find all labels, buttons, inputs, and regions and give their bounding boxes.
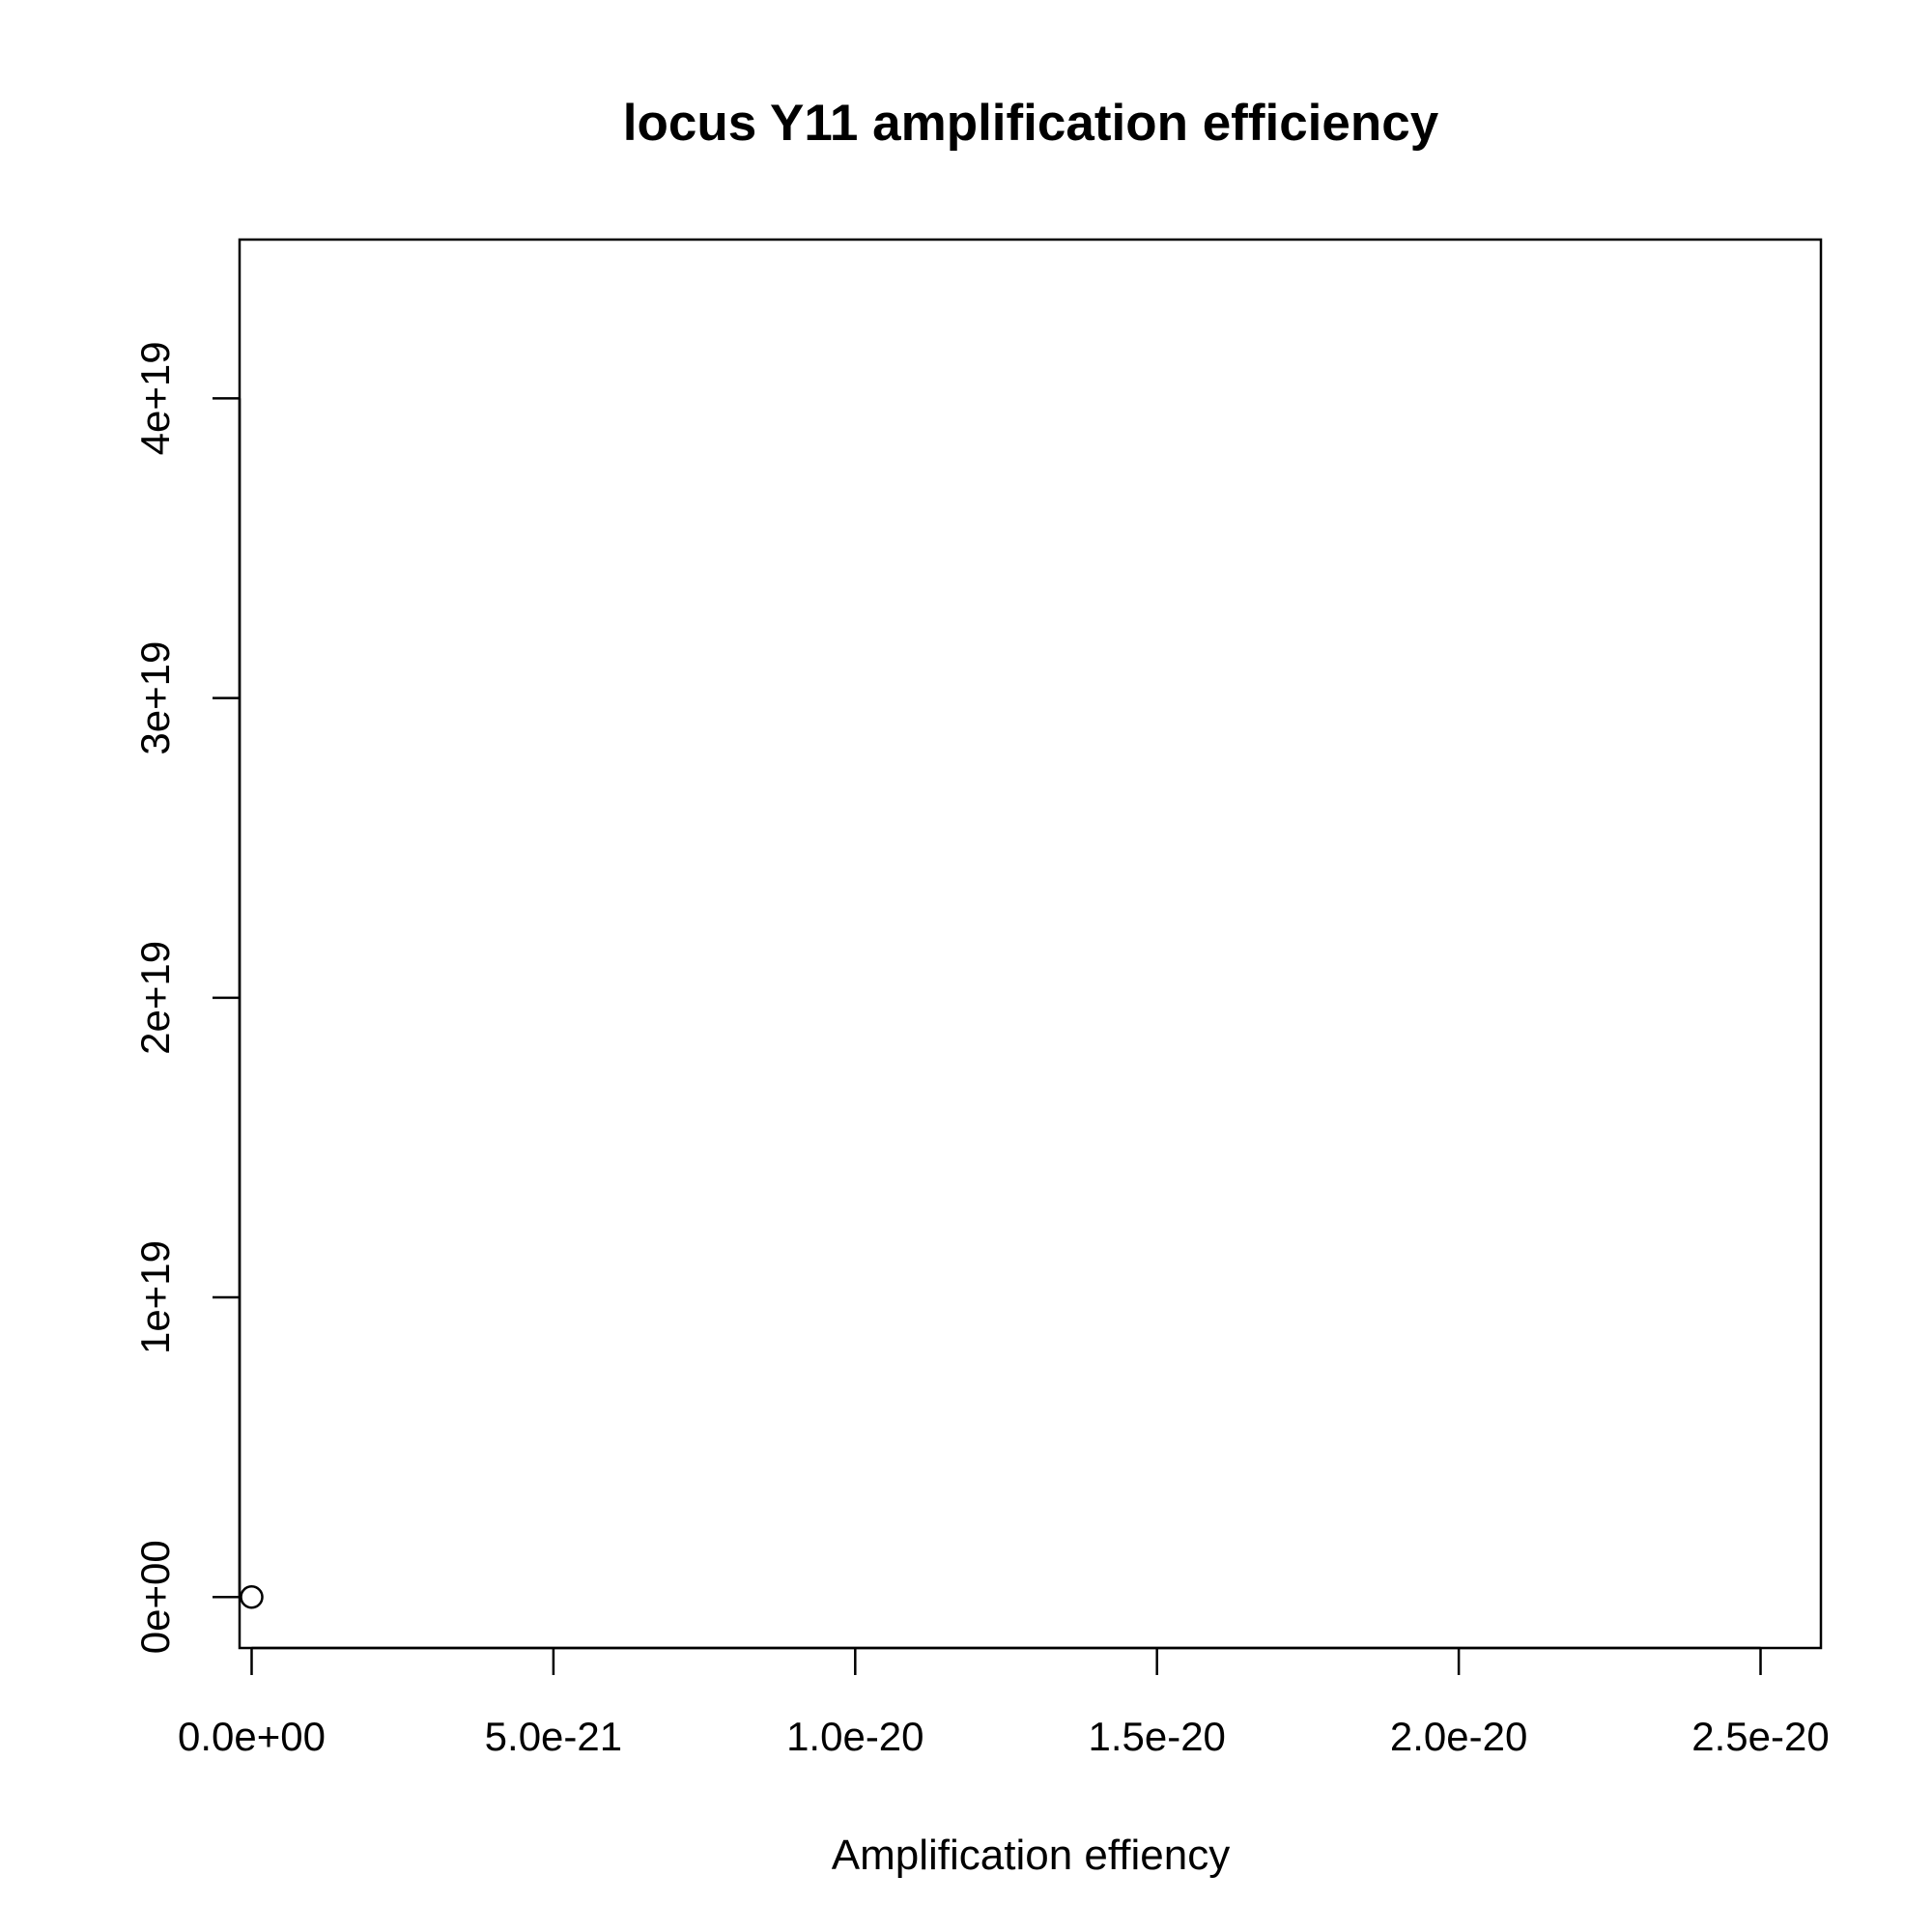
data-point bbox=[240, 1585, 264, 1609]
y-tick-label: 4e+19 bbox=[132, 341, 178, 455]
x-tick-label: 2.5e-20 bbox=[1691, 1714, 1829, 1759]
chart-title: locus Y11 amplification efficiency bbox=[623, 95, 1439, 152]
y-tick-label: 1e+19 bbox=[132, 1240, 178, 1354]
x-tick-label: 0.0e+00 bbox=[178, 1714, 326, 1759]
x-tick-label: 5.0e-21 bbox=[485, 1714, 622, 1759]
y-tick-label: 0e+00 bbox=[132, 1540, 178, 1654]
y-axis: 0e+00 1e+19 2e+19 3e+19 4e+19 bbox=[132, 341, 242, 1654]
x-axis-title: Amplification effiency bbox=[832, 1832, 1231, 1879]
plot-frame bbox=[238, 238, 1823, 1650]
x-axis: 0.0e+00 5.0e-21 1.0e-20 1.5e-20 2.0e-20 2.5e-… bbox=[178, 1646, 1830, 1759]
x-tick-label: 2.0e-20 bbox=[1390, 1714, 1527, 1759]
data-points bbox=[240, 1585, 264, 1609]
x-tick-label: 1.5e-20 bbox=[1088, 1714, 1225, 1759]
y-tick-label: 3e+19 bbox=[132, 641, 178, 755]
y-tick-label: 2e+19 bbox=[132, 941, 178, 1055]
x-tick-label: 1.0e-20 bbox=[786, 1714, 923, 1759]
